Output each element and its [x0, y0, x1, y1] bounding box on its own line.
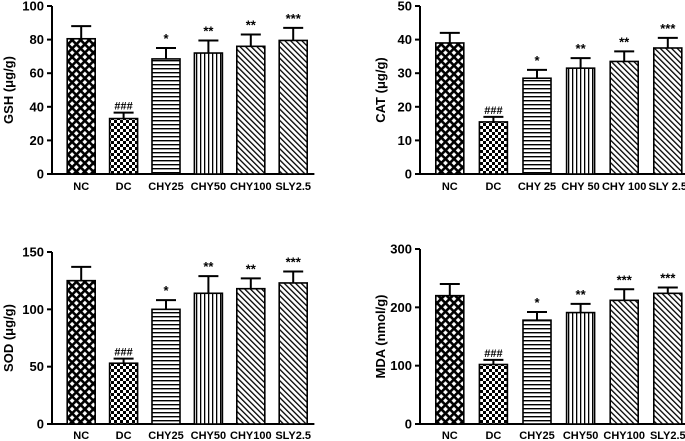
- bar-sly2-5: [278, 282, 309, 425]
- y-tick-label: 80: [30, 32, 44, 47]
- category-label: CHY50: [563, 430, 598, 441]
- category-label: CHY50: [191, 430, 226, 441]
- bar-chy-100: [609, 60, 640, 175]
- bar-chy-25: [522, 77, 552, 175]
- bar-dc: [478, 121, 509, 175]
- bar-dc: [108, 117, 139, 175]
- bar-nc: [66, 279, 96, 425]
- y-tick-label: 20: [30, 133, 44, 148]
- y-axis-title: SOD (μg/g): [1, 304, 16, 372]
- sod-chart: 0 50 100 150 SOD (μg/g) NC ### DC * CHY25 ** CHY50 *…: [1, 245, 315, 441]
- bar-nc: [434, 294, 465, 425]
- y-tick-label: 100: [390, 358, 412, 373]
- category-label: CHY100: [603, 430, 645, 441]
- category-label: SLY 2.5: [649, 181, 685, 193]
- significance-label: **: [619, 34, 630, 49]
- significance-label: ***: [286, 254, 302, 269]
- cat-chart: 0 10 20 30 40 50 CAT (μg/g) NC ### DC * CHY 25 ** CHY…: [373, 0, 685, 193]
- category-label: SLY2.5: [275, 430, 311, 441]
- category-label: CHY100: [230, 430, 272, 441]
- category-label: CHY 25: [518, 181, 556, 193]
- bar-sly2-5: [652, 292, 683, 425]
- significance-label: ###: [484, 105, 502, 117]
- bar-nc: [66, 37, 96, 175]
- bar-sly2-5: [278, 39, 309, 175]
- bar-chy100: [236, 287, 266, 425]
- bar-chy50: [565, 311, 596, 425]
- significance-label: *: [534, 295, 540, 310]
- y-tick-label: 20: [398, 99, 412, 114]
- significance-label: *: [163, 283, 169, 298]
- y-tick-label: 60: [30, 66, 44, 81]
- significance-label: *: [534, 53, 540, 68]
- category-label: DC: [116, 430, 132, 441]
- y-axis-title: GSH (μg/g): [1, 56, 16, 124]
- bar-chy25: [522, 319, 552, 425]
- category-label: SLY2.5: [275, 181, 311, 193]
- bar-chy-50: [565, 67, 596, 175]
- category-label: CHY25: [519, 430, 554, 441]
- significance-label: ###: [114, 101, 132, 113]
- category-label: NC: [442, 181, 458, 193]
- significance-label: ***: [660, 271, 676, 286]
- significance-label: ***: [660, 21, 676, 36]
- bar-chy100: [236, 45, 266, 175]
- gsh-chart: 0 20 40 60 80 100 GSH (μg/g) NC ### DC * CHY25 ** CHY…: [1, 0, 315, 193]
- category-label: NC: [73, 430, 89, 441]
- category-label: CHY25: [148, 181, 183, 193]
- bar-sly-2-5: [652, 47, 683, 175]
- y-tick-label: 0: [405, 417, 412, 432]
- significance-label: ***: [286, 11, 302, 26]
- bar-chy50: [193, 292, 224, 425]
- y-tick-label: 0: [37, 167, 44, 182]
- significance-label: ###: [114, 347, 132, 359]
- significance-label: ***: [617, 272, 633, 287]
- y-tick-label: 150: [22, 245, 44, 260]
- y-tick-label: 40: [30, 99, 44, 114]
- significance-label: **: [246, 261, 257, 276]
- category-label: NC: [73, 181, 89, 193]
- category-label: CHY 50: [561, 181, 599, 193]
- y-tick-label: 200: [390, 300, 412, 315]
- mda-chart: 0 100 200 300 MDA (nmol/g) NC ### DC * CHY25 ** CHY…: [373, 242, 685, 441]
- category-label: DC: [485, 181, 501, 193]
- category-label: SLY2.5: [650, 430, 685, 441]
- y-tick-label: 10: [398, 133, 412, 148]
- y-tick-label: 300: [390, 242, 412, 257]
- significance-label: *: [163, 31, 169, 46]
- bar-chy100: [609, 299, 640, 425]
- significance-label: **: [576, 287, 587, 302]
- category-label: CHY 100: [602, 181, 646, 193]
- bar-chy25: [151, 308, 181, 425]
- y-axis-title: CAT (μg/g): [373, 57, 388, 122]
- category-label: CHY50: [191, 181, 226, 193]
- bar-dc: [478, 363, 509, 425]
- significance-label: **: [203, 23, 214, 38]
- significance-label: **: [203, 259, 214, 274]
- bar-chy25: [151, 58, 181, 175]
- y-tick-label: 40: [398, 32, 412, 47]
- bar-chy50: [193, 52, 224, 175]
- significance-label: **: [576, 41, 587, 56]
- significance-label: ###: [484, 348, 502, 360]
- y-tick-label: 50: [30, 359, 44, 374]
- bar-dc: [108, 362, 139, 425]
- category-label: DC: [485, 430, 501, 441]
- y-axis-title: MDA (nmol/g): [373, 295, 388, 379]
- bar-nc: [434, 42, 465, 175]
- y-tick-label: 0: [37, 417, 44, 432]
- y-tick-label: 100: [22, 302, 44, 317]
- category-label: NC: [442, 430, 458, 441]
- y-tick-label: 50: [398, 0, 412, 14]
- y-tick-label: 100: [22, 0, 44, 14]
- category-label: DC: [116, 181, 132, 193]
- significance-label: **: [246, 18, 257, 33]
- category-label: CHY25: [148, 430, 183, 441]
- category-label: CHY100: [230, 181, 272, 193]
- y-tick-label: 0: [405, 167, 412, 182]
- y-tick-label: 30: [398, 66, 412, 81]
